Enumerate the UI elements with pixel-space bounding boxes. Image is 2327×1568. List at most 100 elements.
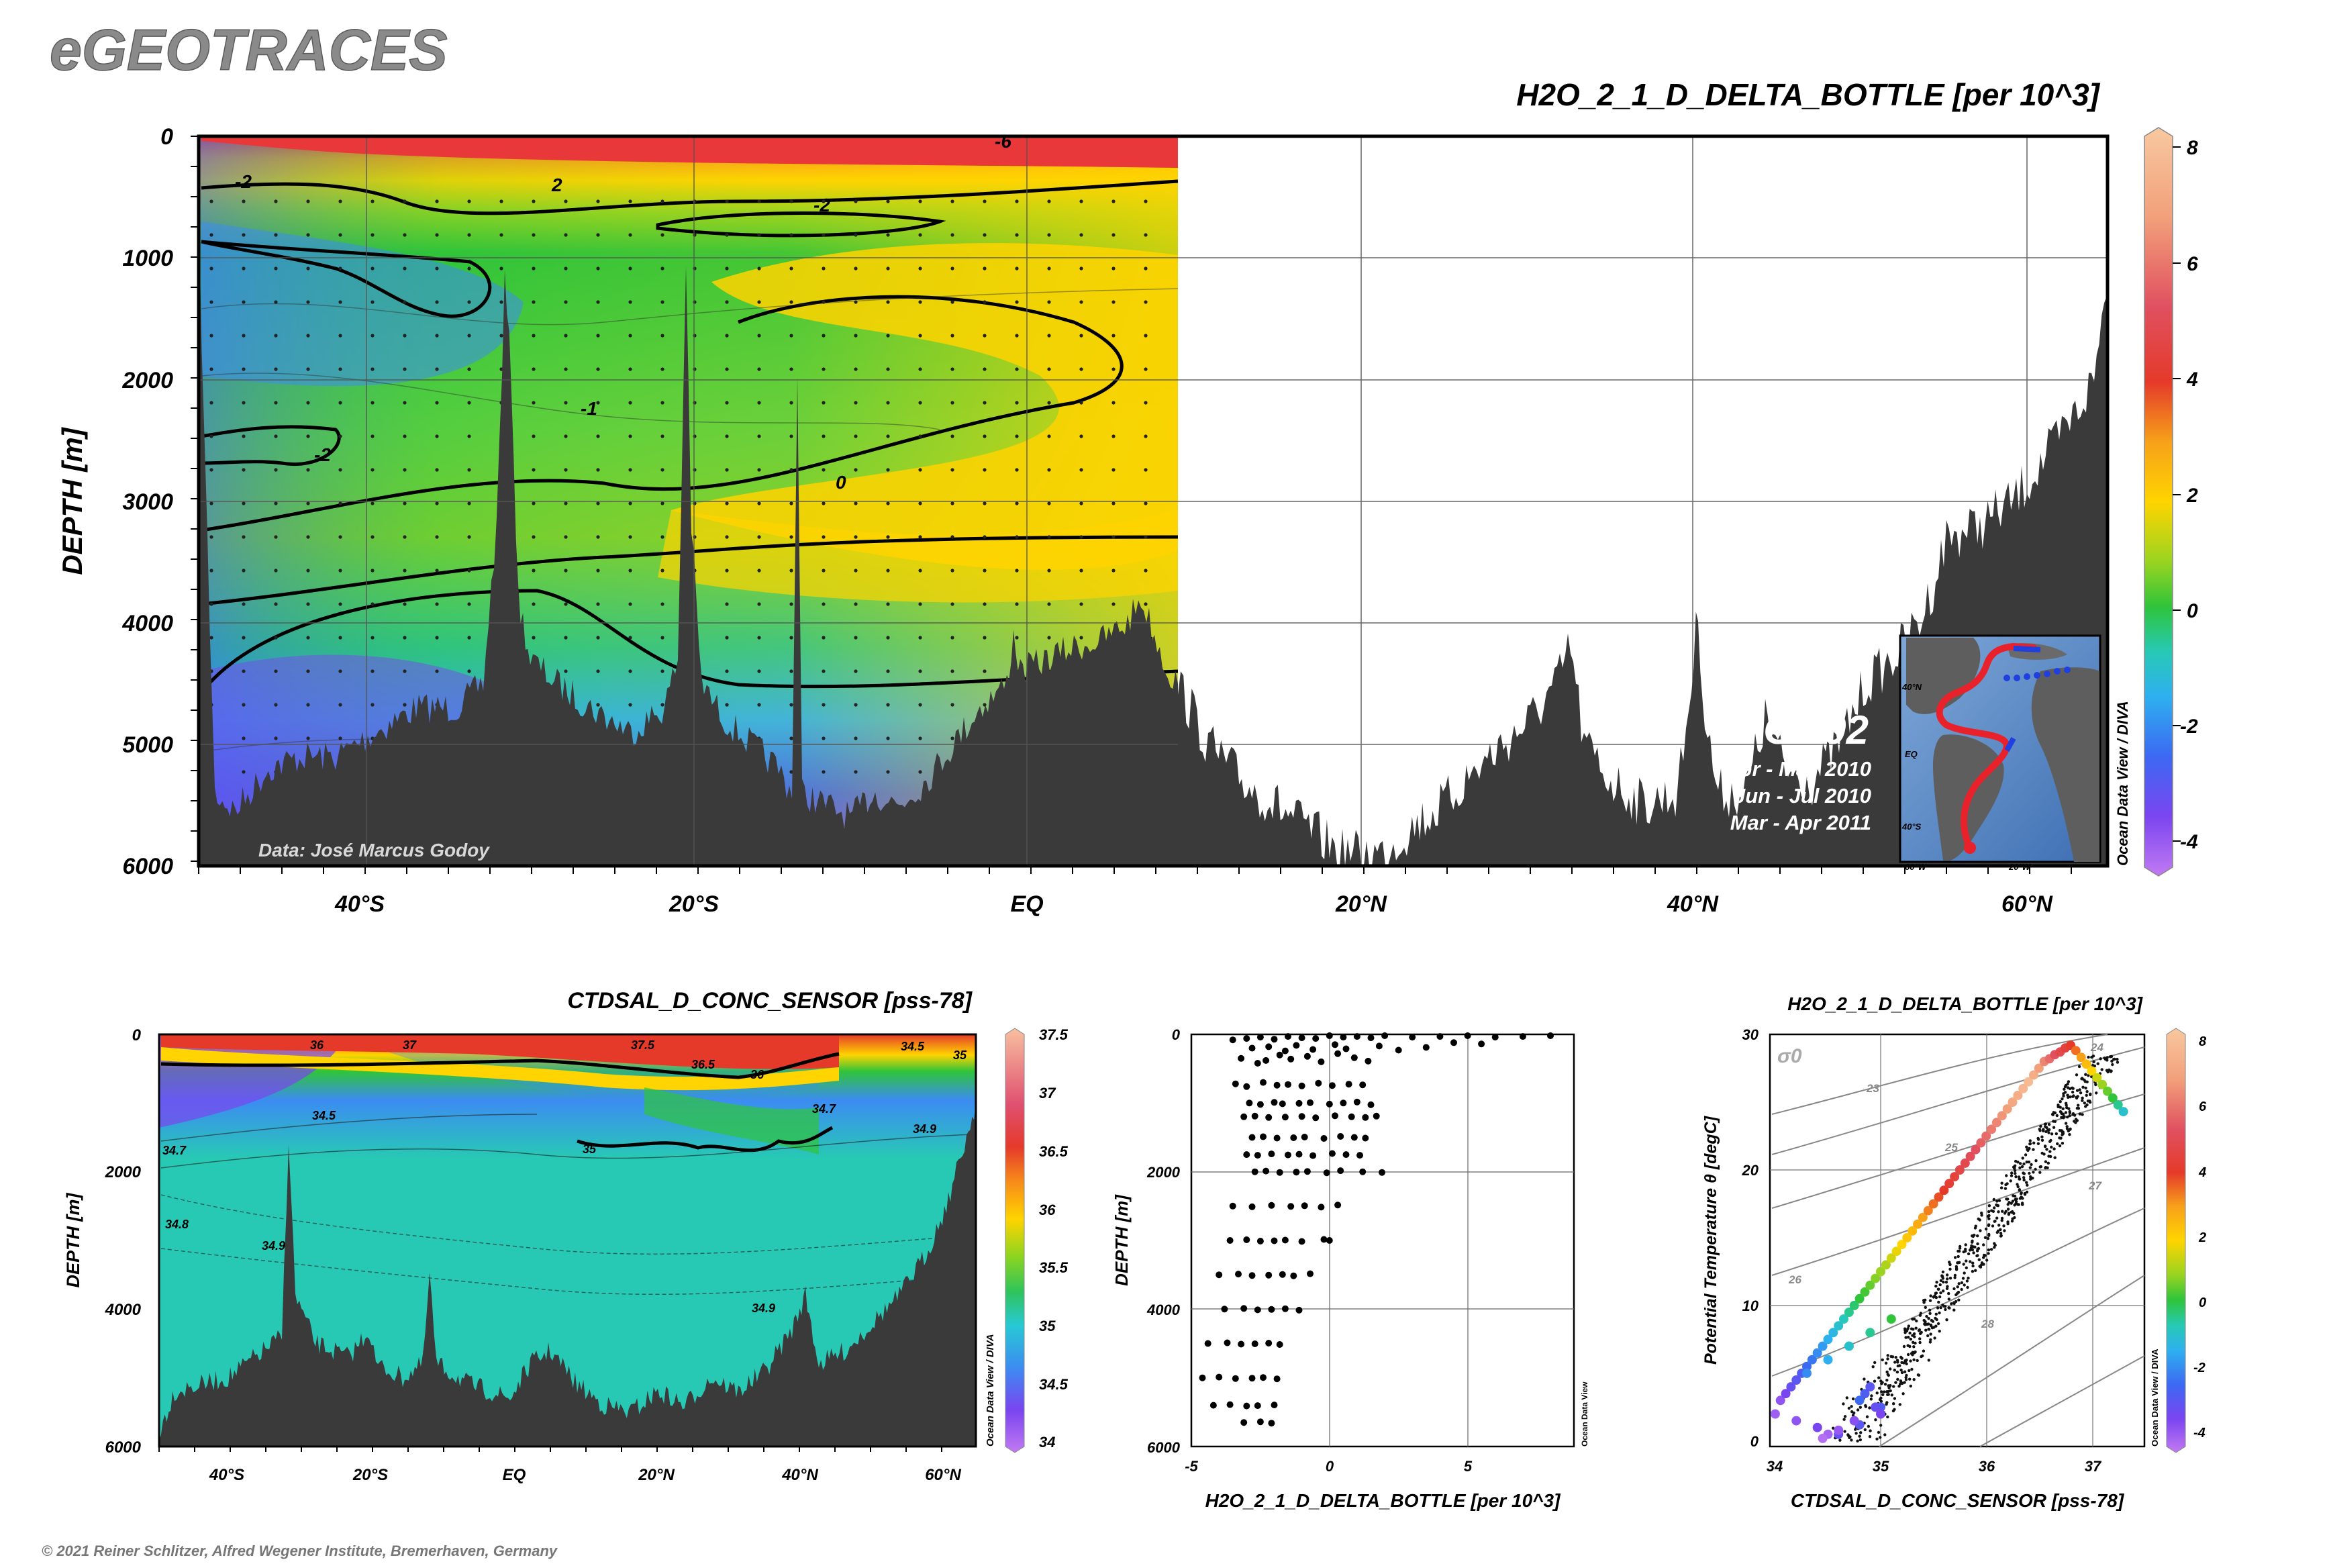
scatter-point xyxy=(1285,1081,1291,1088)
station-dot xyxy=(886,569,890,573)
station-dot xyxy=(467,401,471,405)
main-colorbar-tick: 2 xyxy=(2186,485,2198,507)
scatter-point xyxy=(1340,1034,1347,1041)
station-dot xyxy=(532,501,536,505)
scatter-point xyxy=(1422,1044,1430,1051)
main-lat-tick: 60°N xyxy=(2001,891,2053,917)
ts-point xyxy=(1950,1172,1960,1182)
station-dot xyxy=(822,770,826,774)
station-dot xyxy=(918,501,922,505)
salinity-contour-label: 36 xyxy=(310,1038,324,1052)
scatter-point xyxy=(1256,1101,1264,1108)
station-dot xyxy=(725,501,729,505)
station-dot xyxy=(435,300,439,304)
station-dot xyxy=(693,468,697,472)
station-dot xyxy=(886,367,890,371)
scatter-point xyxy=(1375,1042,1383,1050)
station-dot xyxy=(886,334,890,338)
station-dot xyxy=(209,434,213,438)
station-dot xyxy=(1015,636,1019,640)
salinity-lat-tick: EQ xyxy=(503,1466,526,1484)
scatter-point xyxy=(1229,1036,1236,1044)
station-dot xyxy=(1144,535,1148,539)
scatter-point xyxy=(1204,1340,1211,1347)
station-dot xyxy=(822,266,826,271)
station-dot xyxy=(435,434,439,438)
station-dot xyxy=(950,199,954,203)
station-dot xyxy=(789,367,793,371)
station-dot xyxy=(822,401,826,405)
salinity-colorbar-tick: 34.5 xyxy=(1039,1376,1069,1393)
station-dot xyxy=(1111,535,1116,539)
station-dot xyxy=(274,434,278,438)
station-dot xyxy=(338,703,342,707)
main-minor-ticks xyxy=(191,136,2072,874)
station-dot xyxy=(854,199,858,203)
salinity-lat-tick: 40°N xyxy=(781,1466,818,1484)
station-dot xyxy=(274,300,278,304)
station-dot xyxy=(1047,468,1051,472)
salinity-section-plot: 36 37 37.5 36.5 36 34.5 35 34.9 34.7 34.… xyxy=(158,1033,977,1448)
scatter-x-tick: -5 xyxy=(1185,1458,1198,1475)
scatter-point xyxy=(1224,1339,1231,1346)
station-dot xyxy=(660,401,664,405)
station-dot xyxy=(757,334,761,338)
scatter-point xyxy=(1315,1079,1322,1087)
scatter-point xyxy=(1240,1419,1248,1426)
station-dot xyxy=(242,569,246,573)
station-dot xyxy=(1079,569,1083,573)
station-dot xyxy=(338,300,342,304)
station-dot xyxy=(1111,266,1116,271)
station-dot xyxy=(532,367,536,371)
station-dot xyxy=(370,569,375,573)
ts-point xyxy=(1897,1240,1907,1250)
ts-colorbar-tick: 0 xyxy=(2199,1295,2206,1310)
station-dot xyxy=(1015,468,1019,472)
ts-point xyxy=(1886,1314,1896,1324)
ts-point xyxy=(1991,1118,2001,1128)
station-dot xyxy=(628,703,632,707)
station-dot xyxy=(918,703,922,707)
scatter-point xyxy=(1293,1042,1300,1049)
ts-point xyxy=(2081,1059,2091,1069)
station-dot xyxy=(1079,334,1083,338)
scatter-point xyxy=(1260,1374,1267,1381)
station-dot xyxy=(854,401,858,405)
ts-point xyxy=(1876,1409,1885,1419)
ts-point xyxy=(1886,1253,1896,1263)
station-dot xyxy=(242,300,246,304)
scatter-watermark: Ocean Data View xyxy=(1580,1381,1589,1447)
ts-point xyxy=(1891,1246,1901,1257)
station-dot xyxy=(886,401,890,405)
scatter-point xyxy=(1318,1204,1325,1211)
ts-y-tick: 20 xyxy=(1742,1162,1759,1179)
scatter-x-tick: 0 xyxy=(1326,1458,1334,1475)
scatter-point xyxy=(1350,1054,1358,1061)
station-dot xyxy=(532,468,536,472)
station-dot xyxy=(660,602,664,606)
scatter-point xyxy=(1320,1135,1328,1142)
station-dot xyxy=(403,569,407,573)
station-dot xyxy=(918,669,922,673)
scatter-point xyxy=(1216,1373,1223,1381)
scatter-point xyxy=(1226,1237,1234,1244)
station-dot xyxy=(1144,434,1148,438)
scatter-point xyxy=(1240,1305,1248,1312)
station-dot xyxy=(209,401,213,405)
ts-point xyxy=(1944,1179,1954,1189)
main-surface-band xyxy=(201,136,1178,168)
station-dot xyxy=(467,233,471,237)
station-dot xyxy=(886,233,890,237)
scatter-point xyxy=(1309,1046,1317,1053)
station-dot xyxy=(757,434,761,438)
ts-watermark: Ocean Data View / DIVA xyxy=(2150,1349,2160,1447)
station-dot xyxy=(1079,434,1083,438)
station-dot xyxy=(1015,569,1019,573)
station-dot xyxy=(532,602,536,606)
salinity-green-band xyxy=(644,1087,819,1155)
scatter-point xyxy=(1262,1057,1270,1064)
scatter-point xyxy=(1256,1418,1264,1426)
station-dot xyxy=(628,669,632,673)
station-dot xyxy=(1047,367,1051,371)
station-dot xyxy=(274,367,278,371)
